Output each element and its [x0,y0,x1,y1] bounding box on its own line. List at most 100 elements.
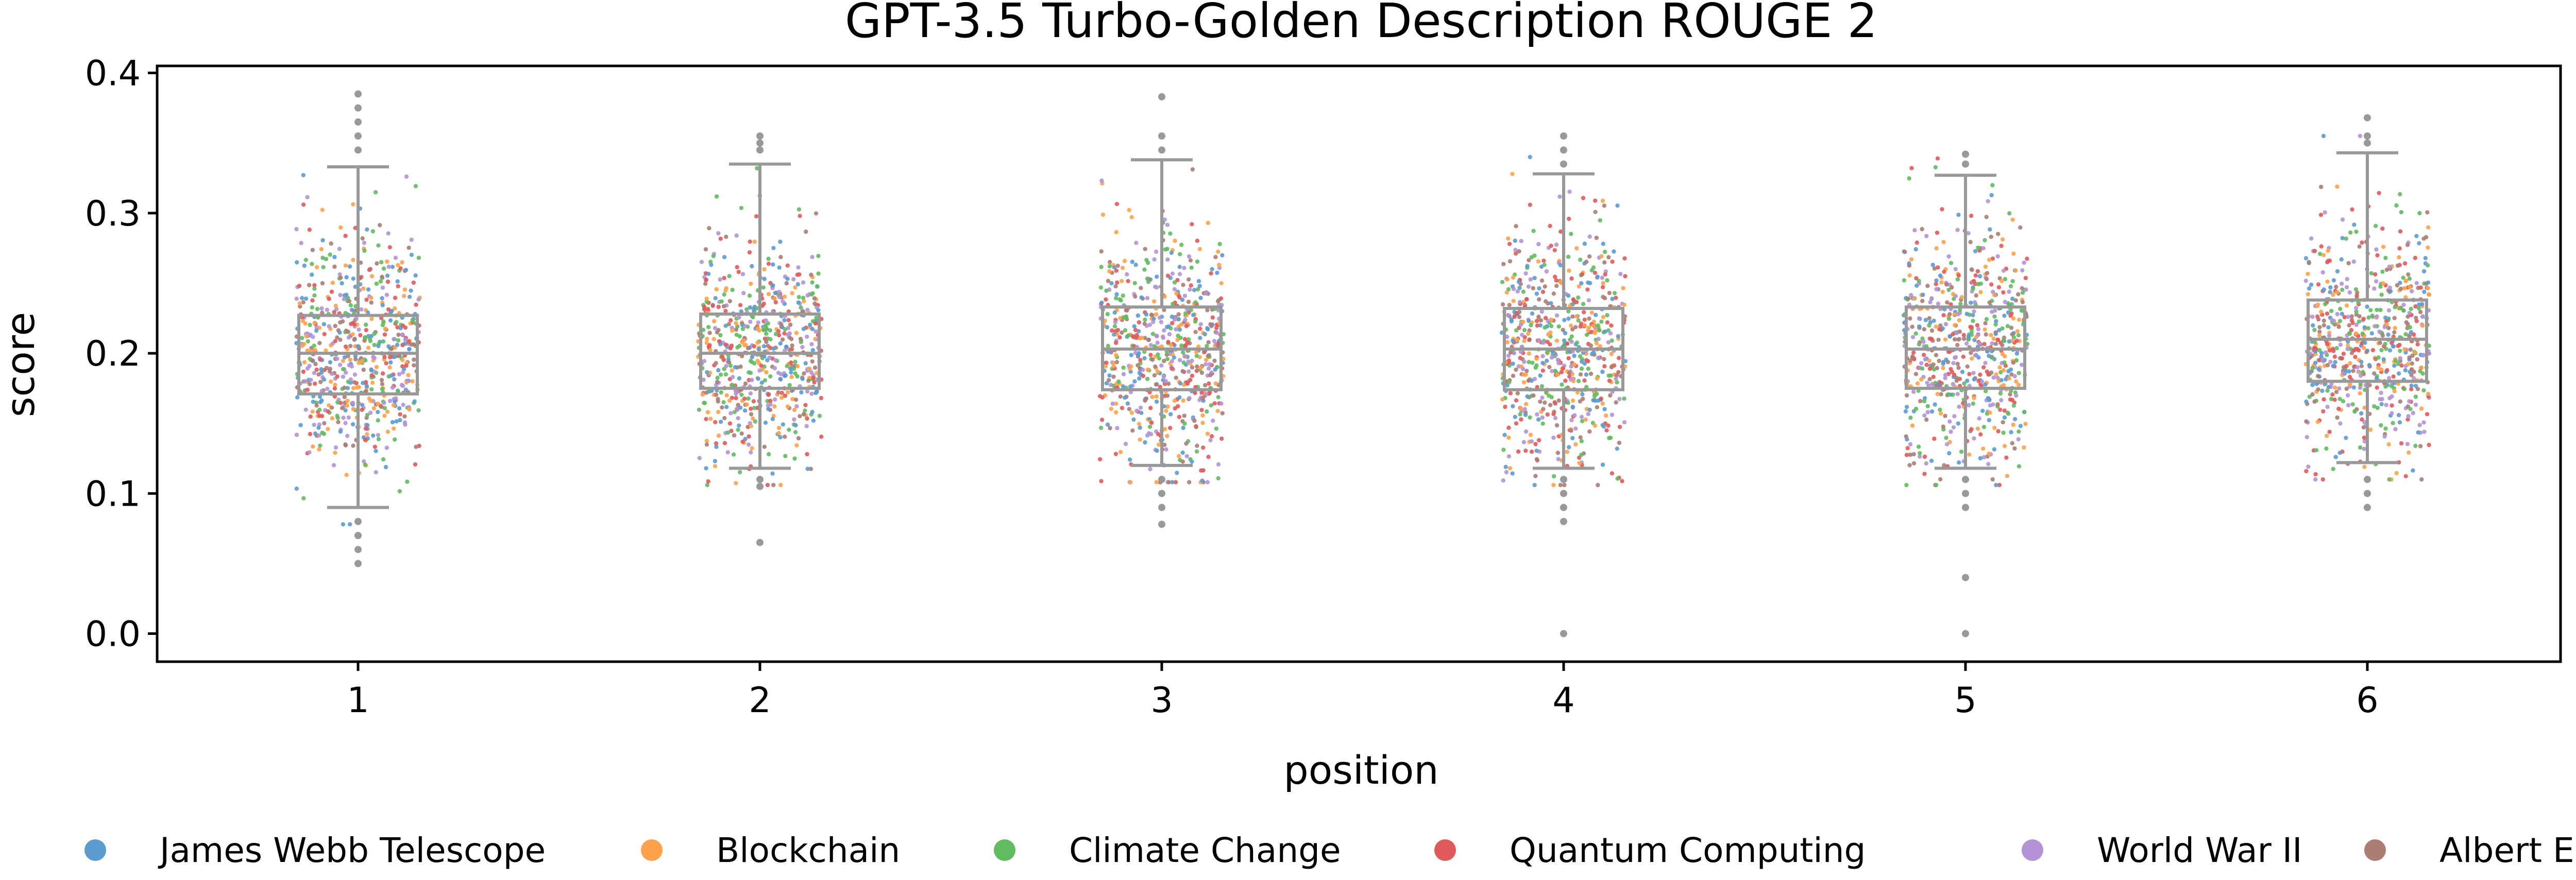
strip-point [2000,352,2005,356]
strip-point [2351,259,2356,264]
strip-point [812,296,817,301]
strip-point [1185,381,1190,386]
strip-point [1520,367,1526,371]
strip-point [1524,402,1529,406]
strip-point [2384,322,2389,327]
strip-point [2006,411,2011,416]
strip-point [812,380,817,385]
strip-point [1205,326,1210,331]
legend-item: Quantum Computing [1434,831,1866,870]
strip-point [1181,383,1187,387]
strip-point [396,284,400,289]
strip-point [1556,398,1561,403]
strip-point [1132,281,1137,285]
strip-point [2327,333,2332,338]
strip-point [1929,296,1934,301]
strip-point [1544,269,1549,274]
strip-point [1964,312,1969,316]
strip-point [1165,393,1170,398]
strip-point [1603,413,1608,418]
strip-point [413,462,418,467]
strip-point [2018,225,2023,230]
strip-point [2320,477,2325,482]
strip-point [376,418,380,423]
strip-point [1508,350,1513,355]
strip-point [1973,273,1978,278]
strip-point [1908,316,1912,321]
strip-point [1509,317,1514,322]
strip-point [707,343,712,348]
strip-point [805,334,809,339]
strip-point [1177,272,1182,277]
strip-point [1911,461,1917,465]
strip-point [1527,337,1532,342]
strip-point [1615,380,1619,385]
strip-point [1113,320,1117,325]
strip-point [1980,408,1985,413]
strip-point [2410,289,2414,294]
strip-point [2338,342,2343,347]
strip-point [1934,278,1939,283]
strip-point [1196,279,1201,284]
outlier-point [1560,504,1567,511]
strip-point [701,377,706,382]
strip-point [816,253,821,258]
strip-point [2016,317,2022,322]
outlier-point [1158,93,1165,100]
strip-point [295,395,300,400]
strip-point [1219,436,1224,441]
strip-point [2354,322,2359,327]
strip-point [311,335,315,339]
strip-point [771,283,775,288]
strip-point [2361,425,2366,430]
strip-point [1182,354,1187,358]
strip-point [1518,322,1523,327]
strip-point [1617,440,1622,445]
strip-point [792,456,797,461]
strip-point [697,456,702,460]
strip-point [1959,450,1964,454]
strip-point [1934,353,1939,357]
strip-point [771,482,776,488]
strip-point [335,335,340,340]
strip-point [1199,468,1204,473]
strip-point [761,327,766,332]
strip-point [1595,376,1599,381]
strip-point [1965,378,1970,383]
strip-point [1571,298,1576,303]
strip-point [2358,391,2362,396]
strip-point [2025,256,2029,261]
strip-point [1504,470,1509,475]
strip-point [1211,418,1215,423]
strip-point [788,366,793,371]
strip-point [1517,249,1521,254]
box-position-2 [699,132,821,546]
strip-point [766,392,771,397]
strip-point [2002,415,2007,420]
strip-point [2405,442,2410,446]
strip-point [1120,266,1125,270]
strip-point [1538,373,1543,378]
strip-point [1161,334,1165,339]
strip-point [762,444,767,449]
strip-point [1577,284,1581,289]
strip-point [2408,347,2413,352]
strip-point [724,405,729,409]
strip-point [1215,409,1220,413]
strip-point [778,341,783,346]
strip-point [2310,315,2315,319]
strip-point [1570,398,1575,403]
strip-point [718,372,723,377]
strip-point [2367,363,2372,368]
strip-point [2321,318,2326,323]
strip-point [1207,390,1212,395]
strip-point [1519,417,1523,422]
strip-point [804,424,809,428]
strip-point [2010,332,2014,337]
strip-point [2401,302,2406,307]
outlier-point [1560,630,1567,637]
outlier-point [756,132,764,140]
strip-point [1600,369,1605,374]
strip-point [2362,464,2367,469]
strip-point [2325,311,2330,316]
